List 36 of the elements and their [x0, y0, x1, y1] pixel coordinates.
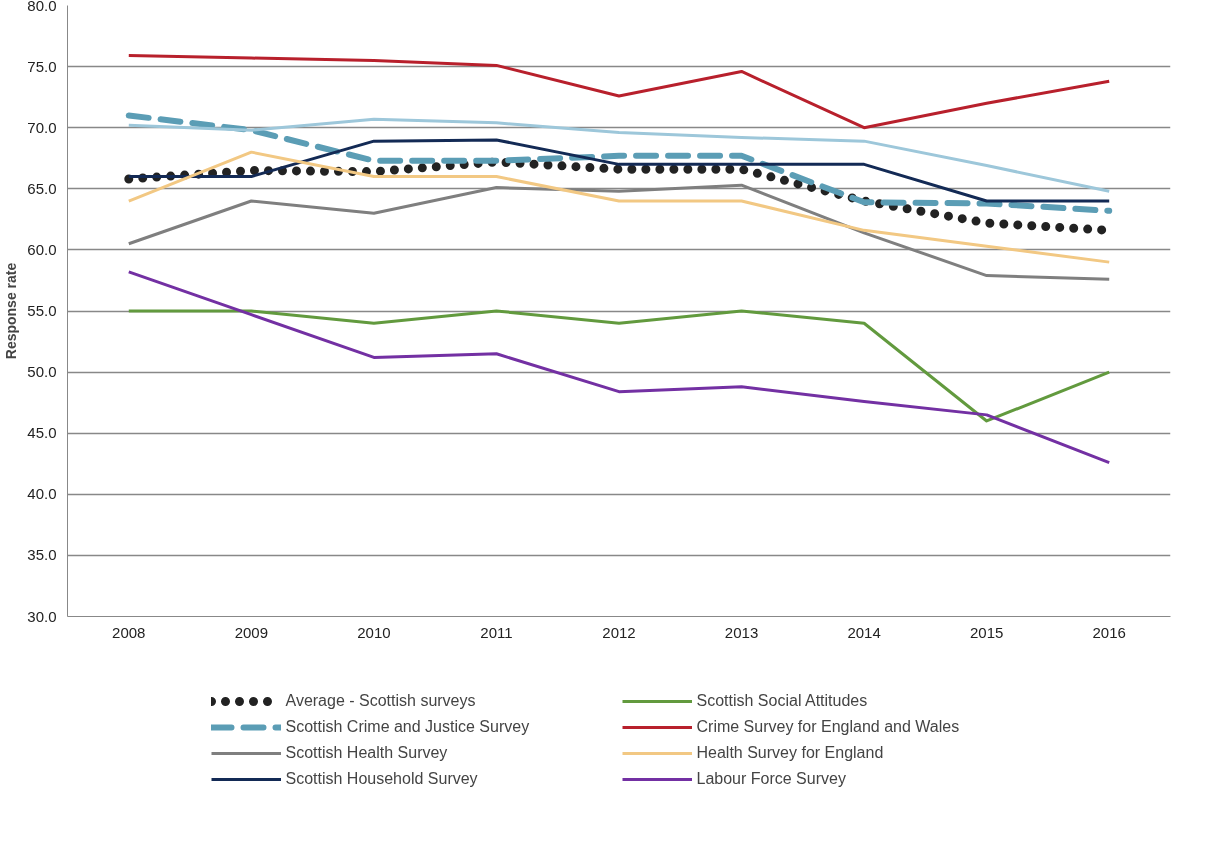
y-tick-label: 70.0 — [27, 118, 57, 136]
x-tick-label: 2016 — [1092, 623, 1126, 641]
legend-label: Scottish Crime and Justice Survey — [285, 718, 531, 736]
y-tick-label: 60.0 — [27, 240, 57, 258]
legend-label: Average - Scottish surveys — [285, 692, 477, 710]
legend-label: Scottish Household Survey — [285, 770, 479, 788]
line-series — [127, 117, 1111, 193]
line-series — [127, 138, 1111, 203]
line-series — [127, 54, 1111, 130]
y-axis-title: Response rate — [3, 262, 20, 360]
legend-label: Scottish Social Attitudes — [696, 692, 869, 710]
y-tick-label: 45.0 — [27, 424, 57, 442]
x-tick-label: 2012 — [602, 623, 636, 641]
y-tick-label: 30.0 — [27, 607, 57, 625]
line-series — [127, 183, 1111, 281]
y-tick-label: 75.0 — [27, 57, 57, 75]
x-tick-label: 2015 — [969, 623, 1004, 641]
y-tick-label: 35.0 — [27, 546, 57, 564]
line-series — [127, 150, 1111, 264]
y-tick-label: 50.0 — [27, 363, 57, 381]
x-tick-label: 2009 — [234, 623, 269, 641]
legend-label: Scottish Health Survey — [285, 744, 449, 762]
legend-label: Health Survey for England — [696, 744, 885, 762]
legend-label: Labour Force Survey — [696, 770, 847, 788]
x-tick-label: 2013 — [724, 623, 759, 641]
x-tick-label: 2011 — [480, 623, 513, 641]
y-tick-label: 80.0 — [27, 0, 57, 14]
x-tick-label: 2010 — [357, 623, 391, 641]
legend-label: Crime Survey for England and Wales — [696, 718, 961, 736]
y-tick-label: 40.0 — [27, 485, 57, 503]
y-tick-label: 55.0 — [27, 302, 57, 319]
line-series — [127, 309, 1111, 423]
y-tick-label: 65.0 — [27, 179, 57, 197]
x-tick-label: 2014 — [847, 623, 881, 641]
line-series — [127, 270, 1111, 465]
x-tick-label: 2008 — [112, 623, 146, 641]
